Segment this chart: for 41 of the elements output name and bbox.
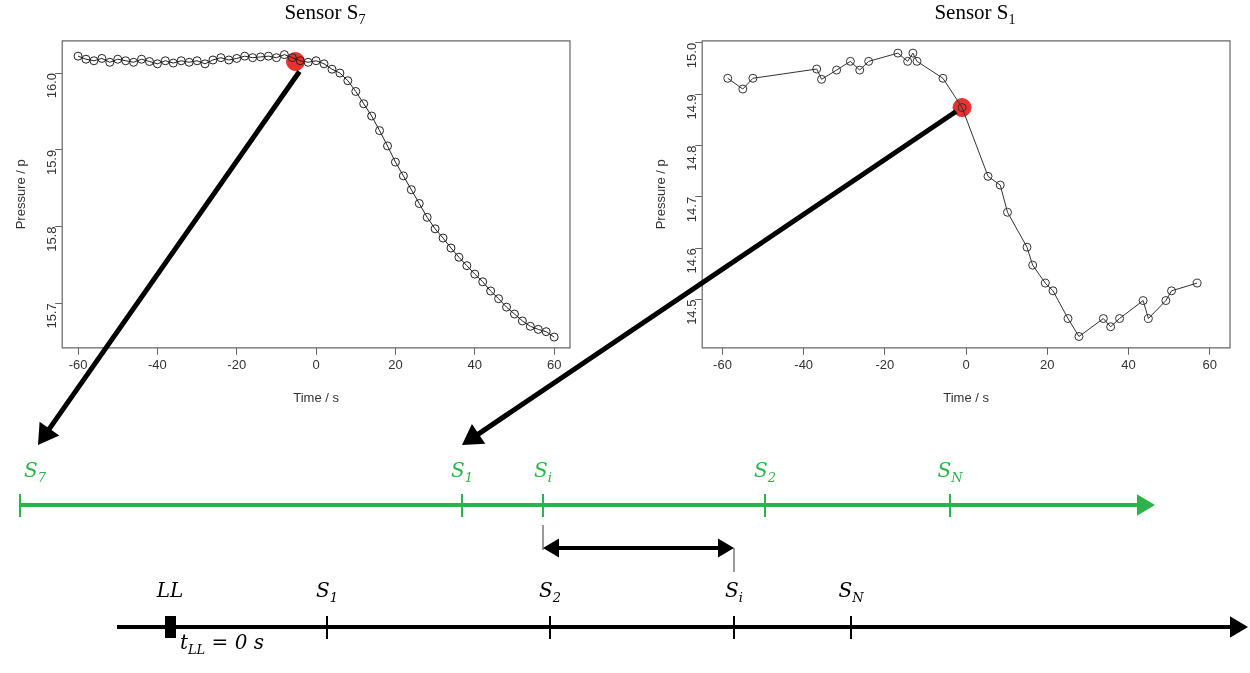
y-tick-label: 15.9 bbox=[43, 149, 59, 176]
text: S$_{i}$ bbox=[534, 458, 552, 485]
text: S$_{2}$ bbox=[754, 458, 776, 485]
x-tick-label: 0 bbox=[312, 357, 320, 373]
x-tick-label: 20 bbox=[1040, 357, 1055, 373]
x-tick-label: -40 bbox=[794, 357, 814, 373]
y-tick-label: 15.0 bbox=[683, 42, 699, 69]
text: S$_{1}$ bbox=[316, 578, 338, 605]
chart-title: Sensor S$_{1}$ bbox=[933, 0, 1017, 29]
text: S$_{N}$ bbox=[937, 458, 963, 485]
x-tick-label: -40 bbox=[148, 357, 167, 373]
y-axis-title: Pressure / p bbox=[13, 159, 29, 230]
x-tick-label: 40 bbox=[467, 357, 483, 373]
x-tick-label: 60 bbox=[546, 357, 562, 373]
x-tick-label: 60 bbox=[1202, 357, 1217, 373]
x-axis-title: Time / s bbox=[293, 389, 340, 405]
x-tick-label: -20 bbox=[875, 357, 895, 373]
text: LL bbox=[156, 578, 184, 602]
y-tick-label: 14.5 bbox=[683, 299, 699, 325]
y-tick-label: 15.7 bbox=[43, 303, 59, 329]
y-tick-label: 14.9 bbox=[683, 94, 699, 120]
y-tick-label: 14.6 bbox=[683, 248, 699, 274]
x-tick-label: 0 bbox=[962, 357, 970, 373]
x-tick-label: -60 bbox=[68, 357, 88, 373]
y-tick-label: 16.0 bbox=[43, 73, 59, 99]
x-tick-label: -20 bbox=[227, 357, 247, 373]
chart-title: Sensor S$_{7}$ bbox=[283, 0, 367, 29]
x-axis-title: Time / s bbox=[943, 389, 990, 405]
text: S$_{i}$ bbox=[725, 578, 743, 605]
text: S$_{N}$ bbox=[838, 578, 864, 605]
x-tick-label: -60 bbox=[713, 357, 732, 373]
text: S$_{1}$ bbox=[451, 458, 473, 485]
text: S$_{2}$ bbox=[539, 578, 561, 605]
text: t$_{LL}$ = 0 s bbox=[179, 630, 265, 657]
y-tick-label: 15.8 bbox=[43, 226, 59, 252]
x-tick-label: 20 bbox=[388, 357, 403, 373]
y-tick-label: 14.8 bbox=[683, 145, 699, 171]
text: S$_{7}$ bbox=[24, 458, 46, 485]
x-tick-label: 40 bbox=[1121, 357, 1136, 373]
y-axis-title: Pressure / p bbox=[653, 159, 669, 230]
y-tick-label: 14.7 bbox=[683, 196, 699, 223]
